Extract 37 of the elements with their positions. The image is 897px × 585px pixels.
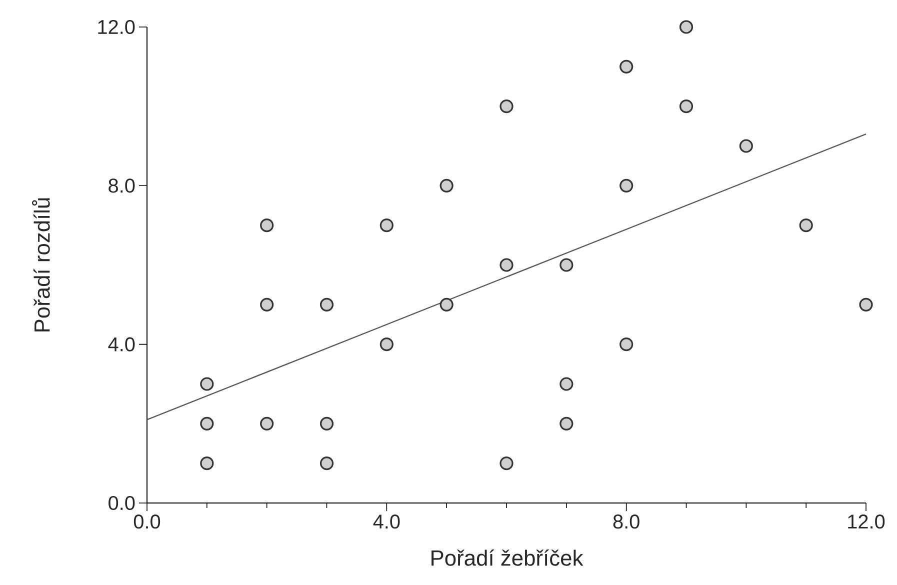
x-tick-label: 8.0 (613, 514, 640, 529)
point (560, 416, 574, 430)
point (320, 416, 334, 430)
x-tick-label: 0.0 (134, 514, 160, 529)
point (380, 218, 394, 232)
point (200, 416, 214, 430)
point (739, 139, 753, 153)
point (679, 20, 694, 34)
point (620, 60, 634, 74)
point (620, 338, 634, 352)
point (440, 178, 454, 192)
point (560, 258, 574, 272)
point (200, 377, 214, 391)
point (620, 178, 634, 192)
point (560, 377, 574, 391)
point (679, 100, 694, 114)
point (260, 298, 274, 312)
point (440, 298, 454, 312)
point (500, 456, 514, 470)
y-tick-label: 4.0 (108, 337, 135, 352)
y-tick-label: 8.0 (108, 178, 135, 193)
x-tick-label: 4.0 (373, 514, 400, 529)
point (320, 298, 334, 312)
point (500, 100, 514, 114)
point (260, 416, 274, 430)
point (859, 298, 873, 312)
x-axis-title: Pořadí žebříček (432, 549, 584, 566)
point (799, 218, 813, 232)
y-axis-title: Pořadí rozdílů (32, 198, 50, 332)
point (260, 218, 274, 232)
x-tick-label: 12.0 (848, 514, 885, 529)
point (320, 456, 334, 470)
point (200, 456, 214, 470)
y-tick-label: 0.0 (108, 496, 135, 510)
y-tick-label: 12.0 (98, 20, 135, 34)
point (500, 258, 514, 272)
point (380, 338, 394, 352)
